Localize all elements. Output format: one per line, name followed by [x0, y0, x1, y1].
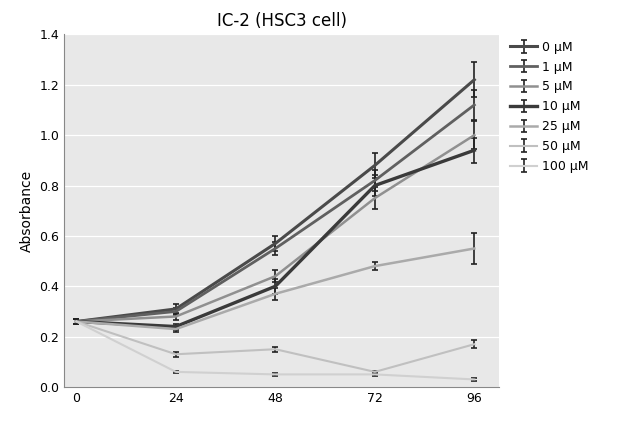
Y-axis label: Absorbance: Absorbance: [20, 170, 33, 252]
Title: IC-2 (HSC3 cell): IC-2 (HSC3 cell): [216, 12, 347, 30]
Legend: 0 μM, 1 μM, 5 μM, 10 μM, 25 μM, 50 μM, 100 μM: 0 μM, 1 μM, 5 μM, 10 μM, 25 μM, 50 μM, 1…: [510, 41, 589, 173]
